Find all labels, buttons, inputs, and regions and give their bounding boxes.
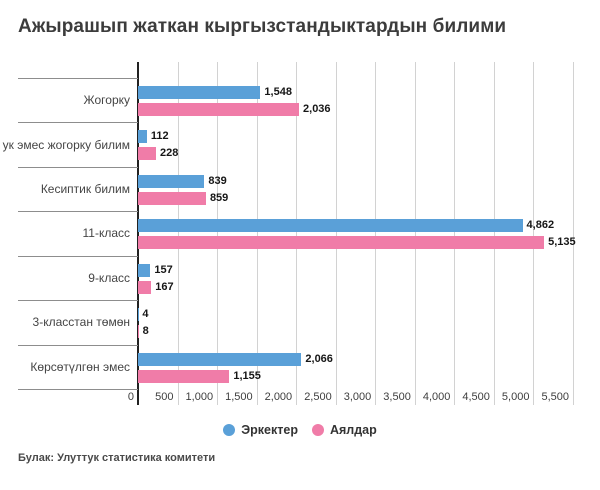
bar-row-men: 112 <box>138 130 169 144</box>
bar-row-men: 839 <box>138 174 227 188</box>
category-label: 11-класс <box>82 226 130 241</box>
bar-row-women: 1,155 <box>138 369 261 383</box>
source-note: Булак: Улуттук статистика комитети <box>18 452 216 464</box>
bar-row-men: 4 <box>138 308 149 322</box>
category-label: Көрсөтүлгөн эмес <box>30 359 130 374</box>
x-gridline <box>414 62 416 405</box>
x-tick-label: 1,500 <box>225 391 253 403</box>
x-gridline <box>296 62 298 405</box>
band-separator <box>18 166 138 168</box>
bar-men <box>138 263 151 277</box>
x-tick-label: 500 <box>155 391 174 403</box>
x-gridline <box>177 62 179 405</box>
category-label: ук эмес жогорку билим <box>2 137 130 152</box>
bar-value-label: 8 <box>142 325 149 338</box>
bar-men <box>138 174 205 188</box>
men-legend-dot-icon <box>223 424 236 436</box>
x-gridline <box>573 62 574 405</box>
x-gridline <box>454 62 456 405</box>
bar-row-women: 167 <box>138 280 174 294</box>
x-gridline <box>533 62 535 405</box>
category-label: Жогорку <box>83 93 130 108</box>
legend-item-women: Аялдар <box>311 423 377 437</box>
bar-row-men: 157 <box>138 263 173 277</box>
bar-value-label: 1,548 <box>264 86 292 98</box>
bar-row-women: 5,135 <box>138 236 576 250</box>
band-separator <box>18 255 138 257</box>
x-tick-label: 5,500 <box>541 391 569 403</box>
band-separator <box>18 344 138 346</box>
bar-value-label: 1,155 <box>233 369 261 382</box>
bar-row-men: 2,066 <box>138 352 333 366</box>
category-band: Жогорку 1,548 2,036 <box>0 78 600 122</box>
x-gridline <box>493 62 495 405</box>
band-separator <box>18 78 138 79</box>
category-band: 11-класс 4,862 5,135 <box>0 211 600 255</box>
bar-row-men: 1,548 <box>138 86 292 99</box>
bar-value-label: 2,036 <box>303 103 331 115</box>
category-band: 9-класс 157 167 <box>0 255 600 300</box>
band-separator <box>18 122 138 124</box>
bar-men <box>138 352 302 366</box>
x-tick-label: 5,000 <box>501 391 530 403</box>
bar-row-women: 8 <box>138 325 149 339</box>
bar-row-women: 859 <box>138 191 229 205</box>
bar-value-label: 859 <box>209 191 229 204</box>
bar-row-men: 4,862 <box>138 219 555 233</box>
x-tick-label: 1,000 <box>185 391 214 403</box>
x-tick-label: 0 <box>127 391 134 403</box>
legend-label-women: Аялдар <box>329 423 377 437</box>
category-band: Көрсөтүлгөн эмес 2,066 1,155 <box>0 344 600 389</box>
bar-row-women: 228 <box>138 147 179 161</box>
bar-value-label: 112 <box>150 130 169 143</box>
x-tick-label: 2,500 <box>304 391 332 403</box>
bar-value-label: 5,135 <box>548 236 576 249</box>
x-gridline <box>335 62 337 405</box>
bar-value-label: 839 <box>208 174 227 187</box>
bar-women <box>138 369 230 383</box>
bar-women <box>138 103 300 116</box>
bar-value-label: 4,862 <box>526 219 555 232</box>
bar-men <box>138 130 147 144</box>
chart-title: Ажырашып жаткан кыргызстандыктардын били… <box>18 16 507 37</box>
bar-value-label: 157 <box>154 263 173 276</box>
bar-value-label: 4 <box>142 308 149 321</box>
women-legend-dot-icon <box>311 424 324 436</box>
category-band: ук эмес жогорку билим 112 228 <box>0 122 600 166</box>
bar-women <box>138 147 157 161</box>
x-tick-label: 3,500 <box>383 391 411 403</box>
category-label: Кесиптик билим <box>40 182 130 197</box>
legend: Эркектер Аялдар <box>0 423 600 437</box>
bar-women <box>138 325 139 339</box>
band-separator <box>18 211 138 213</box>
bar-row-women: 2,036 <box>138 103 331 116</box>
bar-men <box>138 219 523 233</box>
x-tick-label: 4,500 <box>462 391 490 403</box>
bar-women <box>138 191 206 205</box>
bar-value-label: 2,066 <box>305 352 333 365</box>
x-tick-label: 2,000 <box>264 391 293 403</box>
category-band: Кесиптик билим 839 859 <box>0 166 600 211</box>
legend-label-men: Эркектер <box>241 423 298 437</box>
plot-area: 0 500 1,000 1,500 2,000 2,500 3,000 3,500 4,000 4… <box>0 62 600 408</box>
x-gridline <box>217 62 219 405</box>
category-band: 3-класстан төмөн 4 8 <box>0 300 600 344</box>
y-axis-line <box>137 62 139 405</box>
legend-item-men: Эркектер <box>223 423 298 437</box>
x-tick-label: 3,000 <box>343 391 372 403</box>
band-separator <box>18 300 138 302</box>
x-gridline <box>256 62 258 405</box>
band-separator <box>18 389 138 390</box>
category-label: 3-класстан төмөн <box>32 315 130 330</box>
category-label: 9-класс <box>88 270 130 285</box>
bar-value-label: 228 <box>160 147 179 160</box>
bar-women <box>138 236 545 250</box>
x-tick-label: 4,000 <box>422 391 451 403</box>
x-gridline <box>375 62 377 405</box>
bar-value-label: 167 <box>155 280 174 293</box>
bar-men <box>138 86 261 99</box>
bar-women <box>138 280 152 294</box>
